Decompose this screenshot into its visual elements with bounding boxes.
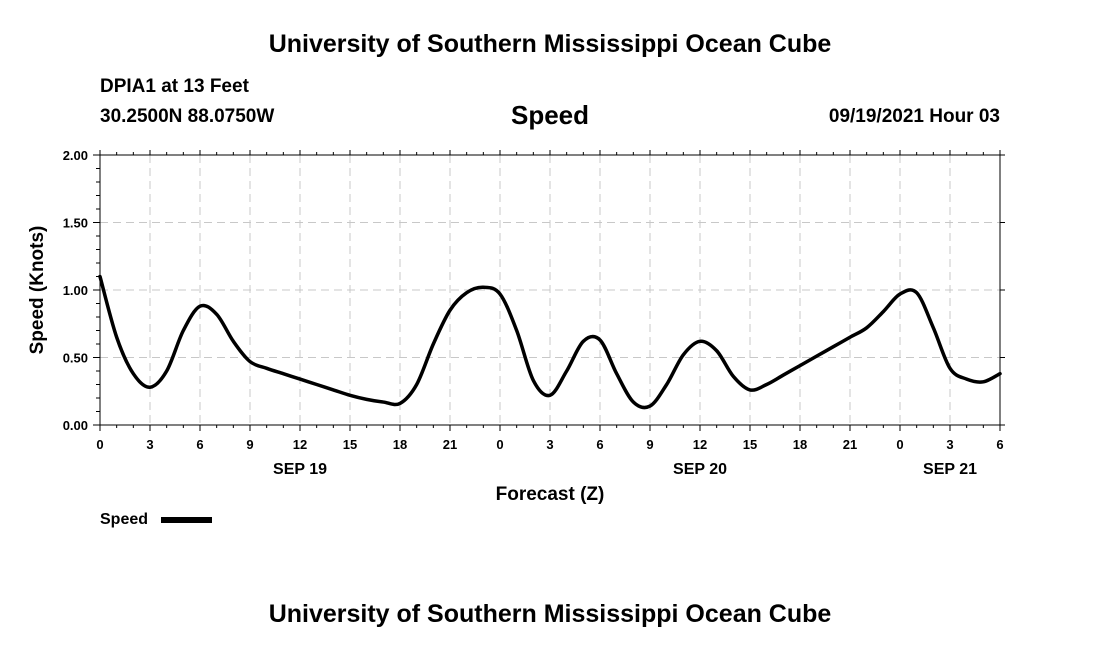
y-tick-label: 0.50 (63, 351, 88, 366)
y-tick-label: 2.00 (63, 148, 88, 163)
grid-lines (100, 155, 1000, 425)
series-layer (98, 274, 1002, 410)
x-tick-label: 3 (146, 437, 153, 452)
axes (93, 150, 1005, 431)
date-label: SEP 21 (923, 461, 977, 478)
date-label: SEP 20 (673, 461, 727, 478)
y-axis-title: Speed (Knots) (27, 226, 48, 355)
y-tick-label: 0.00 (63, 418, 88, 433)
x-tick-label: 9 (646, 437, 653, 452)
x-tick-label: 21 (843, 437, 857, 452)
x-tick-label: 18 (393, 437, 407, 452)
x-tick-label: 9 (246, 437, 253, 452)
legend-label: Speed (100, 511, 148, 528)
station-label: DPIA1 at 13 Feet (100, 76, 249, 97)
x-tick-label: 0 (496, 437, 503, 452)
forecast-date-label: 09/19/2021 Hour 03 (828, 106, 1000, 127)
x-tick-label: 6 (596, 437, 603, 452)
x-tick-label: 12 (693, 437, 707, 452)
x-tick-label: 6 (996, 437, 1003, 452)
x-tick-label: 0 (96, 437, 103, 452)
x-tick-label: 21 (443, 437, 457, 452)
y-tick-label: 1.00 (63, 283, 88, 298)
x-axis-title: Forecast (Z) (496, 484, 605, 505)
y-tick-label: 1.50 (63, 216, 88, 231)
x-tick-label: 18 (793, 437, 807, 452)
x-tick-label: 12 (293, 437, 307, 452)
plot-frame (99, 154, 1001, 426)
chart-title-top: University of Southern Mississippi Ocean… (268, 30, 832, 58)
x-tick-label: 3 (946, 437, 953, 452)
speed-series-line (98, 274, 1002, 410)
legend: Speed (100, 511, 212, 528)
x-tick-label: 6 (196, 437, 203, 452)
x-tick-label: 3 (546, 437, 553, 452)
variable-title: Speed (510, 100, 590, 130)
x-tick-label: 15 (743, 437, 757, 452)
chart-title-bottom: University of Southern Mississippi Ocean… (268, 600, 832, 628)
x-tick-label: 0 (896, 437, 903, 452)
x-tick-label: 15 (343, 437, 357, 452)
date-label: SEP 19 (273, 461, 327, 478)
tick-labels: 0.00 0.50 1.00 1.50 2.00 0 3 6 9 12 15 18 21 0 3 6 9 12 15… (63, 148, 1004, 478)
coordinates-label: 30.2500N 88.0750W (100, 106, 275, 127)
